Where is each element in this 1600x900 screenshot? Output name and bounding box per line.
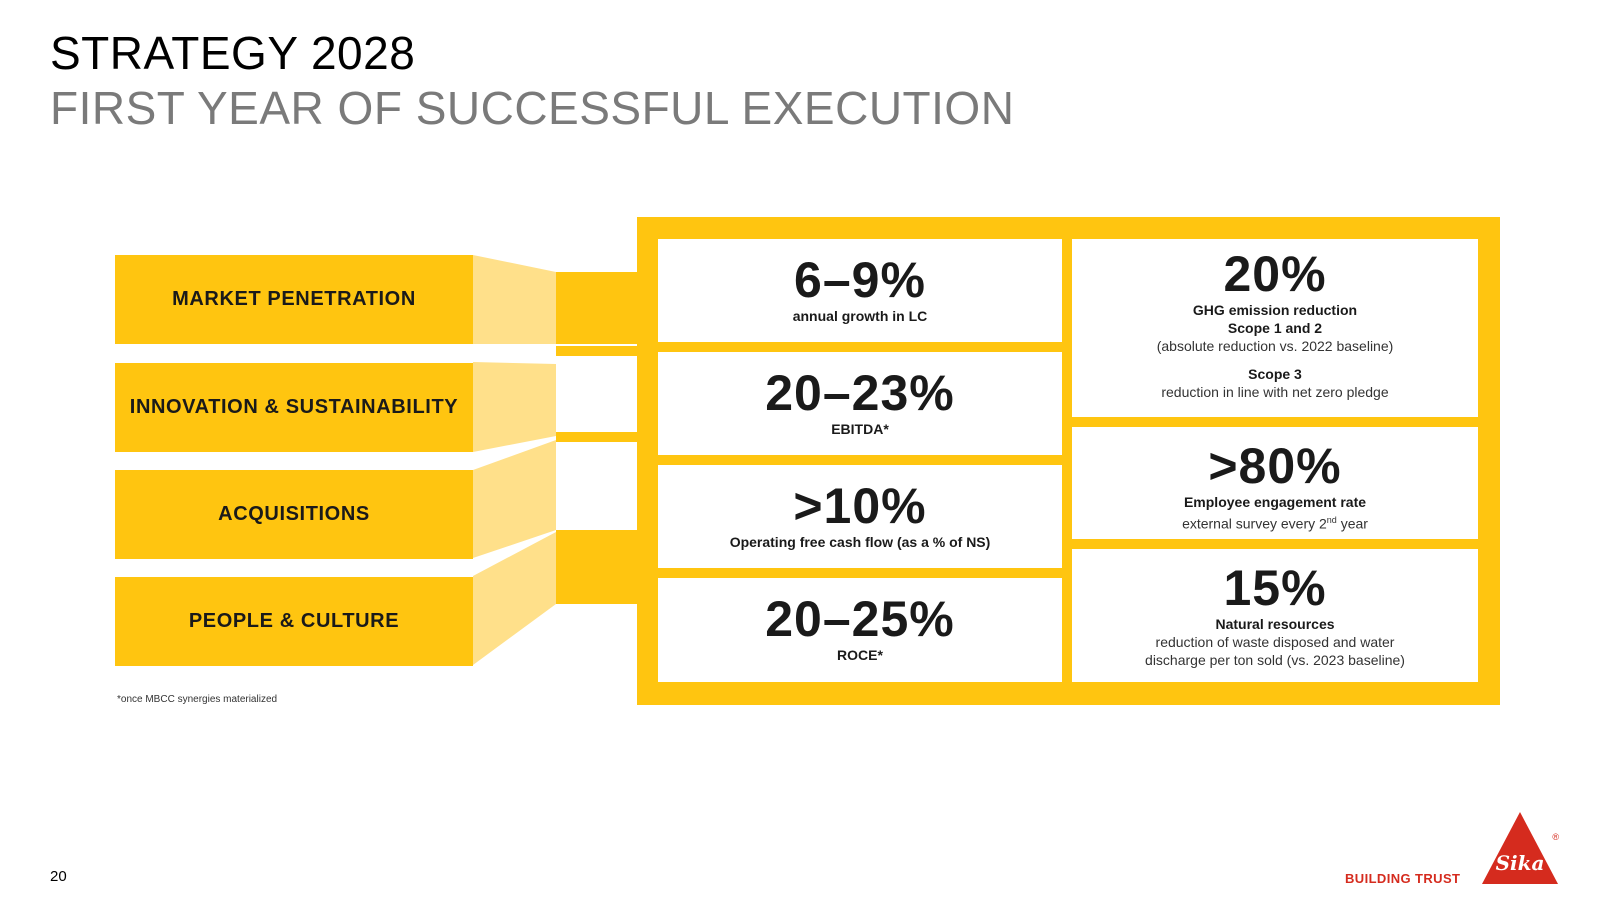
kpi-employee-label: Employee engagement rate bbox=[1183, 494, 1367, 510]
kpi-ofcf-label: Operating free cash flow (as a % of NS) bbox=[729, 534, 991, 550]
connector-link-2 bbox=[556, 432, 637, 442]
kpi-ebitda-label: EBITDA* bbox=[831, 421, 889, 437]
kpi-ghg-scope3-text: reduction in line with net zero pledge bbox=[1161, 384, 1389, 400]
kpi-ghg-scope12-text: (absolute reduction vs. 2022 baseline) bbox=[1156, 338, 1394, 354]
page-number: 20 bbox=[50, 868, 67, 885]
kpi-resources: 15% Natural resources reduction of waste… bbox=[1072, 549, 1478, 682]
connector-fan-3 bbox=[473, 440, 556, 558]
sika-logo-triangle bbox=[1482, 812, 1558, 884]
kpi-employee-text-sup: nd bbox=[1326, 515, 1337, 525]
kpi-ebitda-value: 20–23% bbox=[765, 365, 955, 421]
kpi-ghg-scope3-label: Scope 3 bbox=[1248, 366, 1302, 382]
kpi-roce-label: ROCE* bbox=[837, 647, 883, 663]
sika-logo: Sika ® bbox=[1482, 812, 1559, 884]
kpi-employee-value: >80% bbox=[1208, 438, 1342, 494]
kpi-resources-text-1: reduction of waste disposed and water bbox=[1155, 634, 1395, 650]
kpi-resources-value: 15% bbox=[1223, 560, 1327, 616]
kpi-growth: 6–9% annual growth in LC bbox=[658, 239, 1062, 342]
footnote: *once MBCC synergies materialized bbox=[117, 694, 278, 705]
kpi-ofcf: >10% Operating free cash flow (as a % of… bbox=[658, 465, 1062, 568]
pillar-market-penetration: MARKET PENETRATION bbox=[115, 255, 473, 344]
kpi-growth-label: annual growth in LC bbox=[792, 308, 928, 324]
page-title: STRATEGY 2028 bbox=[50, 27, 416, 79]
kpi-resources-label: Natural resources bbox=[1215, 616, 1335, 632]
kpi-employee: >80% Employee engagement rate external s… bbox=[1072, 427, 1478, 539]
brand-tagline: BUILDING TRUST bbox=[1345, 871, 1461, 886]
kpi-roce: 20–25% ROCE* bbox=[658, 578, 1062, 682]
pillar-people-culture: PEOPLE & CULTURE bbox=[115, 577, 473, 666]
kpi-employee-text-prefix: external survey every 2 bbox=[1182, 515, 1327, 532]
kpi-roce-value: 20–25% bbox=[765, 591, 955, 647]
connector-stub-4 bbox=[556, 530, 637, 604]
sika-logo-text: Sika bbox=[1496, 851, 1545, 875]
kpi-resources-text-2: discharge per ton sold (vs. 2023 baselin… bbox=[1145, 652, 1405, 668]
kpi-ghg-label: GHG emission reduction bbox=[1192, 302, 1358, 318]
kpi-ghg: 20% GHG emission reduction Scope 1 and 2… bbox=[1072, 239, 1478, 417]
connector-stub-1 bbox=[556, 272, 637, 344]
kpi-ghg-value: 20% bbox=[1223, 246, 1327, 302]
connector-fan-2 bbox=[473, 362, 556, 452]
kpi-ebitda: 20–23% EBITDA* bbox=[658, 352, 1062, 455]
pillar-acquisitions: ACQUISITIONS bbox=[115, 470, 473, 559]
kpi-ghg-scope12-label: Scope 1 and 2 bbox=[1227, 320, 1323, 336]
sika-logo-registered: ® bbox=[1552, 832, 1559, 842]
page-subtitle: FIRST YEAR OF SUCCESSFUL EXECUTION bbox=[50, 82, 1015, 134]
kpi-ofcf-value: >10% bbox=[793, 478, 927, 534]
kpi-growth-value: 6–9% bbox=[794, 252, 926, 308]
connector-fan-4 bbox=[473, 532, 556, 665]
connector-fan-1 bbox=[473, 255, 556, 344]
connector-link-1 bbox=[556, 346, 637, 356]
kpi-employee-text: external survey every 2nd year bbox=[1182, 511, 1368, 533]
pillar-innovation-sustainability: INNOVATION & SUSTAINABILITY bbox=[115, 363, 473, 452]
kpi-employee-text-suffix: year bbox=[1336, 515, 1368, 532]
